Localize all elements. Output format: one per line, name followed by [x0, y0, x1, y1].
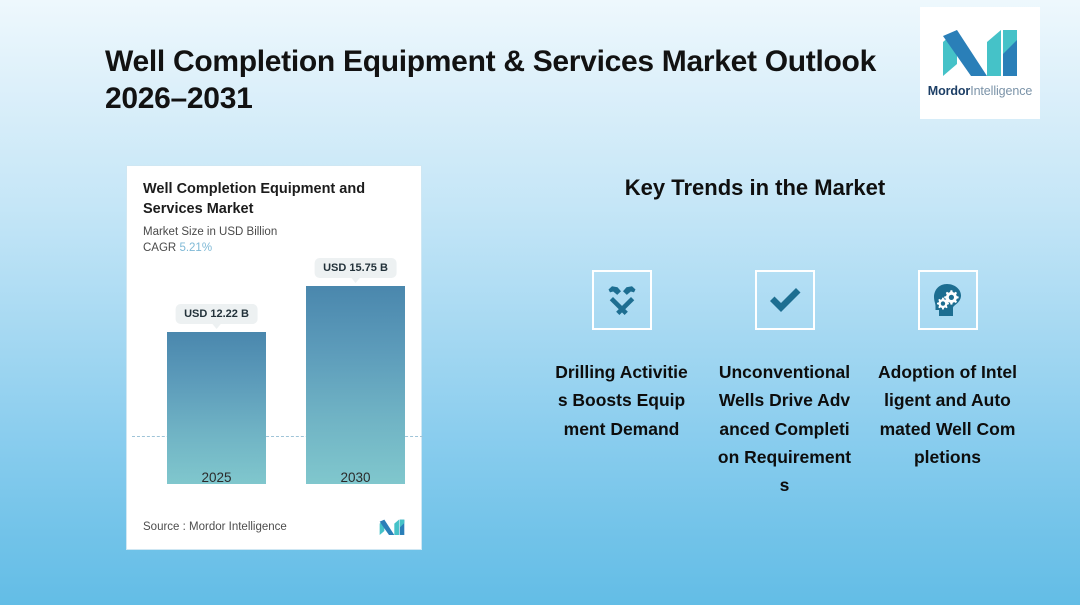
bar-group-2030: USD 15.75 B 2030	[306, 258, 405, 485]
page-title: Well Completion Equipment & Services Mar…	[105, 44, 895, 117]
crossed-hammers-icon	[602, 280, 642, 320]
trend-label-3: Adoption of Intelligent and Automated We…	[878, 362, 1017, 468]
mordor-m-logo-icon	[941, 28, 1019, 78]
head-with-gears-icon	[928, 280, 968, 320]
trend-item-3: Adoption of Intelligent and Automated We…	[866, 270, 1029, 500]
bar-group-2025: USD 12.22 B 2025	[167, 266, 266, 485]
cagr-value: 5.21%	[179, 242, 213, 255]
chart-title: Well Completion Equipment and Services M…	[143, 181, 366, 217]
bar-2025	[167, 332, 266, 484]
bar-2030	[306, 286, 405, 484]
brand-logo: MordorIntelligence	[920, 7, 1040, 119]
chart-card-footer: Source : Mordor Intelligence	[127, 505, 421, 549]
brand-name-primary: Mordor	[927, 84, 971, 98]
bar-chart-plot-area: USD 12.22 B 2025 USD 15.75 B 2030	[127, 258, 423, 506]
page-title-line-2: 2026–2031	[105, 81, 253, 115]
chart-source-text: Source : Mordor Intelligence	[143, 521, 287, 533]
chart-card-header: Well Completion Equipment and Services M…	[127, 166, 421, 254]
mordor-m-logo-icon	[379, 519, 405, 536]
trend-icon-box-2	[754, 270, 815, 330]
key-trends-heading: Key Trends in the Market	[624, 175, 886, 200]
bar-value-label-2030: USD 15.75 B	[314, 258, 397, 283]
trend-item-2: Unconventional Wells Drive Advanced Comp…	[703, 270, 866, 500]
cagr-label: CAGR	[143, 242, 177, 255]
page-title-line-1: Well Completion Equipment & Services Mar…	[105, 45, 876, 78]
chart-cagr: CAGR 5.21%	[143, 242, 405, 254]
checkmark-icon	[765, 280, 805, 320]
x-axis-label-2030: 2030	[340, 470, 371, 485]
brand-name-secondary: Intelligence	[970, 84, 1033, 98]
brand-wordmark: MordorIntelligence	[928, 84, 1033, 98]
chart-subtitle: Market Size in USD Billion	[143, 226, 278, 239]
trend-label-2: Unconventional Wells Drive Advanced Comp…	[717, 362, 852, 496]
key-trends-list: Drilling Activities Boosts Equipment Dem…	[540, 270, 1070, 500]
bar-value-label-2025: USD 12.22 B	[175, 304, 258, 329]
x-axis-label-2025: 2025	[201, 470, 232, 485]
trend-item-1: Drilling Activities Boosts Equipment Dem…	[540, 270, 703, 500]
trend-icon-box-1	[591, 270, 652, 330]
trend-icon-box-3	[917, 270, 978, 330]
trend-label-1: Drilling Activities Boosts Equipment Dem…	[555, 362, 688, 439]
market-size-chart-card: Well Completion Equipment and Services M…	[126, 165, 423, 550]
reference-dashed-line	[132, 436, 423, 437]
